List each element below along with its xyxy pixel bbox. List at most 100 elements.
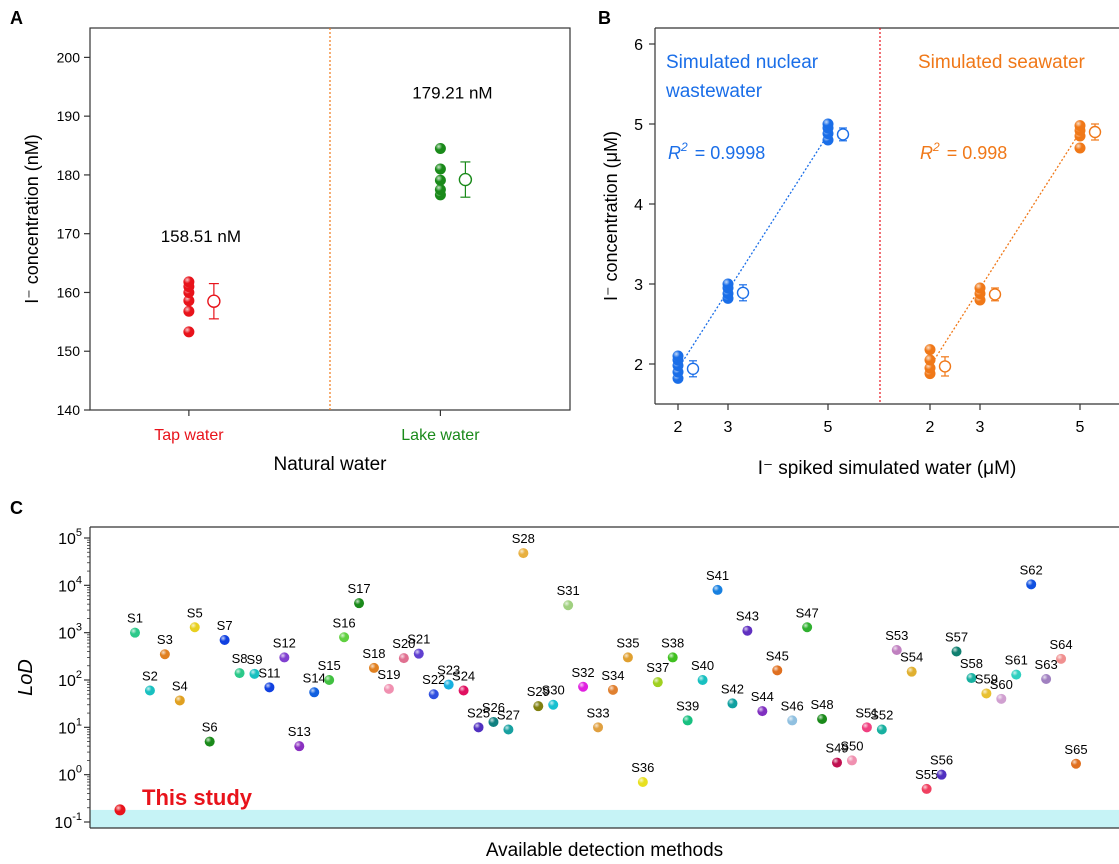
data-point-a: [434, 163, 446, 175]
method-label: S54: [900, 650, 923, 665]
method-label: S35: [616, 635, 639, 650]
method-point: [667, 652, 678, 663]
tick-exponent: 0: [76, 764, 82, 776]
r-squared-value: = 0.9998: [690, 143, 766, 163]
method-point: [652, 677, 663, 688]
data-point-b: [924, 344, 936, 356]
method-label: S26: [482, 700, 505, 715]
this-study-label: This study: [142, 785, 253, 810]
mean-marker-b: [736, 286, 750, 299]
data-point-b: [672, 350, 684, 362]
panel-label-c: C: [10, 498, 23, 518]
method-point: [593, 722, 604, 733]
tick-base: 10: [58, 626, 76, 643]
method-label: S27: [497, 707, 520, 722]
y-tick-label-b: 4: [634, 197, 643, 214]
mean-marker-b: [836, 128, 850, 141]
y-tick-label-a: 150: [57, 343, 81, 359]
x-tick-label-b: 2: [926, 419, 935, 436]
method-point: [563, 600, 574, 611]
y-tick-label-b: 6: [634, 37, 643, 54]
method-label: S44: [751, 689, 774, 704]
method-label: S41: [706, 568, 729, 583]
y-tick-label-c: 10-1: [54, 811, 82, 832]
method-point: [832, 757, 843, 768]
r-squared-value: = 0.998: [942, 143, 1008, 163]
mean-marker-a: [458, 172, 473, 187]
method-label: S48: [811, 697, 834, 712]
tick-exponent: 5: [76, 527, 82, 539]
method-label: S19: [377, 667, 400, 682]
method-label: S42: [721, 681, 744, 696]
fit-line-b: [677, 134, 829, 370]
method-point: [159, 649, 170, 660]
method-point: [264, 682, 275, 693]
method-label: S38: [661, 635, 684, 650]
x-tick-label-b: 5: [824, 419, 833, 436]
method-point: [876, 724, 887, 735]
method-label: S52: [870, 707, 893, 722]
mean-marker-a: [207, 294, 221, 308]
method-label: S51: [855, 705, 878, 720]
method-label: S56: [930, 753, 953, 768]
data-point-a: [183, 326, 195, 338]
y-axis-label-b: I⁻ concentration (μM): [601, 131, 621, 301]
mean-marker-b: [988, 288, 1002, 301]
y-tick-label-a: 200: [57, 49, 81, 65]
data-point-a: [183, 295, 195, 307]
panel-label-a: A: [10, 8, 23, 28]
method-point: [368, 662, 379, 673]
y-axis-label-c: LoD: [15, 659, 37, 696]
method-point: [249, 668, 260, 679]
method-label: S64: [1049, 637, 1072, 652]
group-title-b: wastewater: [665, 81, 763, 102]
method-point: [503, 724, 514, 735]
y-axis-label-a: I⁻ concentration (nM): [22, 134, 42, 304]
method-point: [727, 698, 738, 709]
method-point: [891, 645, 902, 656]
method-point: [219, 634, 230, 645]
method-label: S53: [885, 628, 908, 643]
method-point: [309, 687, 320, 698]
method-label: S43: [736, 609, 759, 624]
method-point: [204, 736, 215, 747]
method-point: [1071, 758, 1081, 769]
fit-line-b: [929, 131, 1081, 367]
method-label: S58: [960, 656, 983, 671]
tick-base: 10: [58, 720, 76, 737]
data-point-b: [974, 282, 986, 294]
method-label: S8: [232, 651, 248, 666]
method-point: [682, 715, 693, 726]
method-label: S1: [127, 611, 143, 626]
mean-value-label-a: 179.21 nM: [412, 83, 492, 102]
method-label: S11: [258, 665, 280, 680]
mean-marker-b: [1088, 125, 1102, 139]
method-point: [339, 632, 350, 643]
this-study-point: [114, 804, 126, 816]
y-tick-label-c: 100: [58, 764, 82, 785]
method-point: [996, 693, 1007, 704]
method-point: [757, 706, 768, 717]
method-label: S2: [142, 669, 158, 684]
r-squared-label-b: R2 = 0.9998: [668, 140, 765, 163]
y-tick-label-a: 140: [57, 402, 81, 418]
method-label: S21: [407, 632, 430, 647]
method-label: S46: [781, 698, 804, 713]
method-point: [936, 769, 947, 780]
method-label: S47: [796, 605, 819, 620]
method-label: S34: [601, 668, 624, 683]
method-point: [697, 675, 708, 685]
method-point: [234, 668, 245, 679]
method-label: S59: [975, 671, 998, 686]
panel-label-b: B: [598, 8, 611, 28]
tick-base: 10: [58, 531, 76, 548]
method-label: S23: [437, 663, 460, 678]
method-point: [607, 684, 618, 695]
method-point: [443, 679, 454, 690]
method-point: [861, 722, 872, 733]
method-label: S20: [392, 636, 415, 651]
this-study-band: [90, 809, 1119, 828]
method-point: [354, 598, 365, 609]
method-point: [473, 722, 484, 733]
